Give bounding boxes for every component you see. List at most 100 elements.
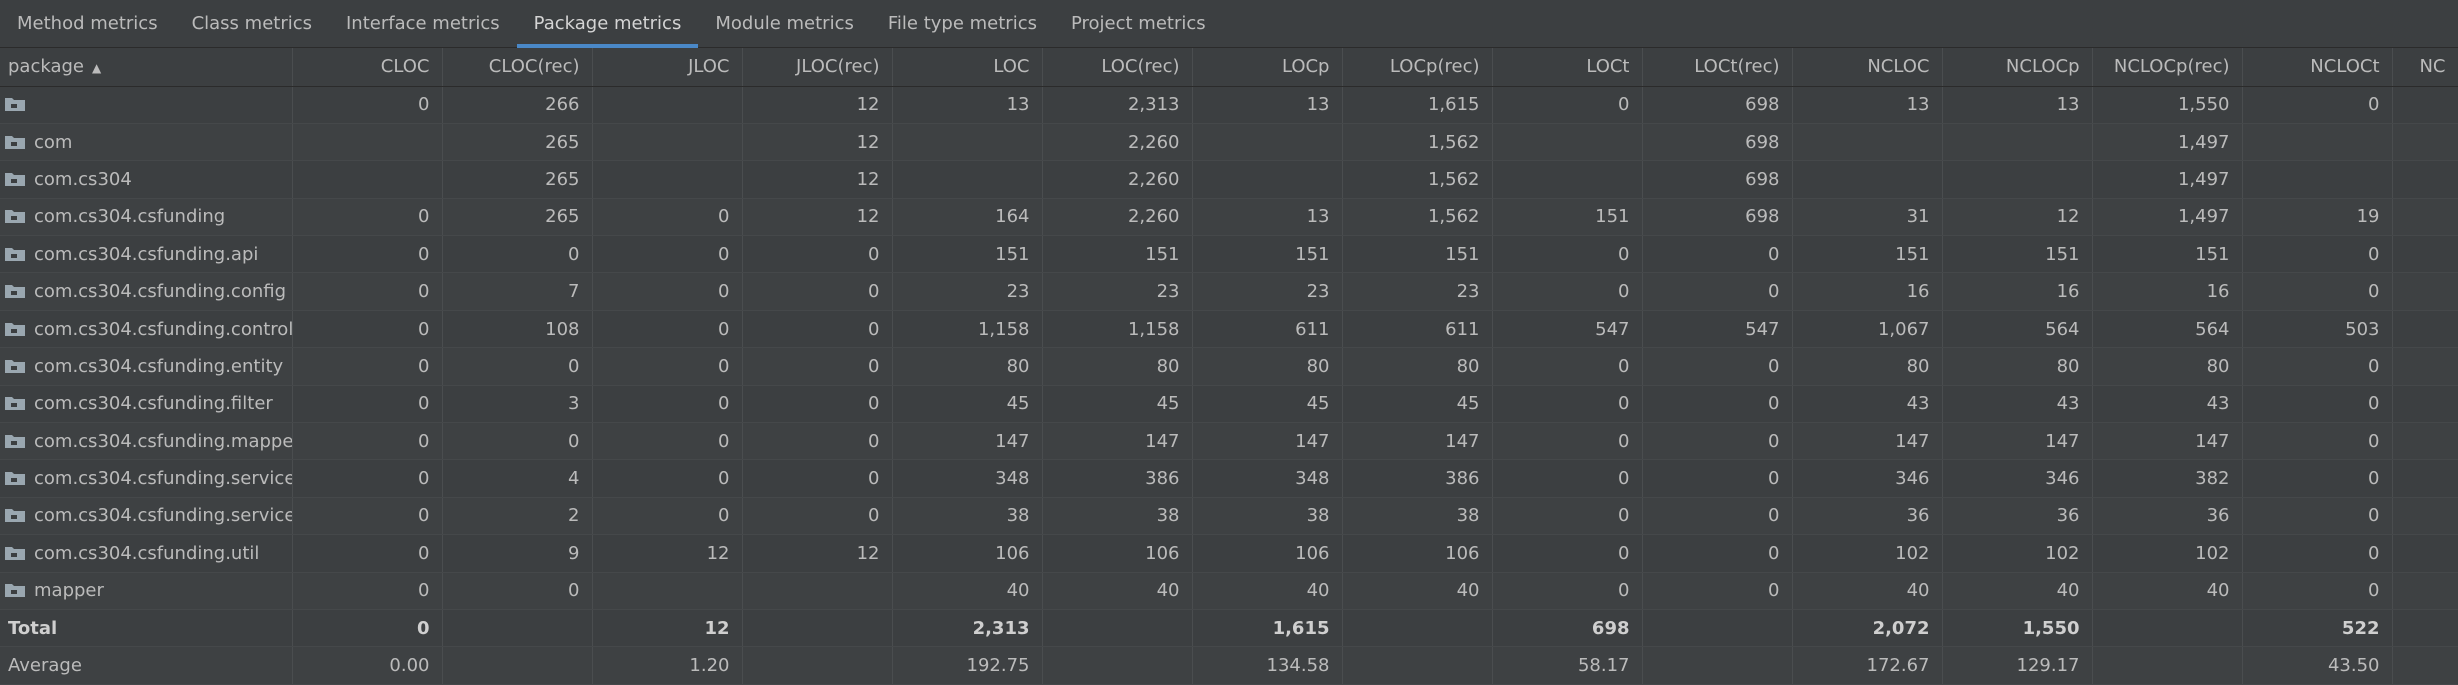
total-row-cell-nc [2392,609,2458,648]
metric-cell-cloc: 0 [292,459,443,498]
metric-cell-loct: 0 [1492,385,1643,424]
metric-cell-jloc: 0 [592,198,743,237]
table-row[interactable]: com.cs304.csfunding.mapper 0 0 0 0 147 147 147 1… [0,422,2458,461]
folder-icon [5,322,25,336]
total-row-cell-jloc: 12 [592,609,743,648]
metric-cell-locp: 40 [1192,572,1343,610]
metric-cell-locp-rec: 1,615 [1342,86,1493,124]
column-header-jloc-rec[interactable]: JLOC(rec) [742,48,893,87]
table-row[interactable]: com.cs304.csfunding.filter 0 3 0 0 45 45 45 45 0 0… [0,385,2458,424]
metric-cell-jloc-rec: 0 [742,272,893,311]
metric-cell-loct: 0 [1492,497,1643,536]
metric-cell-loc-rec: 2,260 [1042,160,1193,199]
total-row-label: Total [0,609,293,648]
metric-cell-jloc-rec: 0 [742,497,893,536]
column-header-cloc-rec[interactable]: CLOC(rec) [442,48,593,87]
total-row-cell-loc-rec [1042,609,1193,648]
metric-cell-loc: 23 [892,272,1043,311]
average-row-cell-ncloc: 172.67 [1792,646,1943,685]
column-header-nc[interactable]: NC [2392,48,2458,87]
average-row-cell-locp-rec [1342,646,1493,685]
metric-cell-jloc: 0 [592,459,743,498]
metric-cell-loc [892,160,1043,199]
metric-cell-ncloc: 13 [1792,86,1943,124]
column-header-locp[interactable]: LOCp [1192,48,1343,87]
table-row[interactable]: com.cs304.csfunding.entity 0 0 0 0 80 80 80 80 0 0… [0,347,2458,386]
package-name-cell: com.cs304.csfunding.api [0,235,293,274]
metric-cell-jloc-rec: 0 [742,310,893,349]
metric-cell-nc [2392,160,2458,199]
tab-interface-metrics[interactable]: Interface metrics [346,13,500,34]
metric-cell-cloc-rec: 265 [442,123,593,162]
metric-cell-nc [2392,572,2458,610]
table-row[interactable]: mapper 0 0 40 40 40 40 0 0 40 40 40 0 [0,572,2458,610]
metric-cell-nclocp: 147 [1942,422,2093,461]
table-row[interactable]: com.cs304.csfunding.config 0 7 0 0 23 23 23 23 0 0… [0,272,2458,311]
tab-class-metrics[interactable]: Class metrics [191,13,312,34]
table-row[interactable]: com.cs304.csfunding.controlle 0 108 0 0 1,158… [0,310,2458,349]
metric-cell-cloc-rec: 266 [442,86,593,124]
column-header-nclocp-rec[interactable]: NCLOCp(rec) [2092,48,2243,87]
package-name: com.cs304.csfunding.config [34,281,287,303]
column-header-nclocp[interactable]: NCLOCp [1942,48,2093,87]
metric-cell-ncloct: 0 [2242,385,2393,424]
metric-cell-ncloct: 0 [2242,347,2393,386]
table-row[interactable]: com.cs304.csfunding.util 0 9 12 12 106 106 106 1… [0,534,2458,573]
metric-cell-ncloct: 0 [2242,497,2393,536]
column-header-package[interactable]: package ▲ [0,48,293,87]
tab-package-metrics[interactable]: Package metrics [516,0,699,48]
tab-project-metrics[interactable]: Project metrics [1070,13,1206,34]
table-row[interactable]: com.cs304.csfunding.service.ir 0 2 0 0 38 38 38… [0,497,2458,536]
metric-cell-ncloct: 0 [2242,572,2393,610]
column-header-ncloct[interactable]: NCLOCt [2242,48,2393,87]
metric-cell-cloc-rec: 0 [442,572,593,610]
metric-cell-locp-rec: 1,562 [1342,198,1493,237]
metric-cell-locp [1192,123,1343,162]
metric-cell-ncloc: 16 [1792,272,1943,311]
metric-cell-jloc: 0 [592,385,743,424]
metric-cell-ncloc [1792,160,1943,199]
column-header-jloc[interactable]: JLOC [592,48,743,87]
table-row[interactable]: com 265 12 2,260 1,562 698 1,497 [0,123,2458,162]
metric-cell-nc [2392,422,2458,461]
metric-cell-cloc-rec: 7 [442,272,593,311]
metric-cell-loct [1492,123,1643,162]
metric-cell-nc [2392,497,2458,536]
column-header-locp-rec[interactable]: LOCp(rec) [1342,48,1493,87]
column-header-loc[interactable]: LOC [892,48,1043,87]
metric-cell-loct: 0 [1492,459,1643,498]
metric-cell-cloc: 0 [292,235,443,274]
folder-icon [5,434,25,448]
metric-cell-loct-rec: 0 [1642,235,1793,274]
column-header-ncloc[interactable]: NCLOC [1792,48,1943,87]
metric-cell-ncloct [2242,160,2393,199]
metric-cell-cloc-rec: 0 [442,235,593,274]
column-header-loct[interactable]: LOCt [1492,48,1643,87]
column-header-loc-rec[interactable]: LOC(rec) [1042,48,1193,87]
metric-cell-loc [892,123,1043,162]
metric-cell-cloc: 0 [292,272,443,311]
folder-icon [5,472,25,486]
metric-cell-cloc-rec: 265 [442,198,593,237]
table-row[interactable]: com.cs304.csfunding.service 0 4 0 0 348 386 348… [0,459,2458,498]
tab-method-metrics[interactable]: Method metrics [17,13,158,34]
table-row[interactable]: 0 266 12 13 2,313 13 1,615 0 698 13 13 1,550 0 [0,86,2458,124]
column-header-cloc[interactable]: CLOC [292,48,443,87]
tab-file-type-metrics[interactable]: File type metrics [887,13,1037,34]
metric-cell-nclocp: 12 [1942,198,2093,237]
tab-module-metrics[interactable]: Module metrics [715,13,854,34]
table-row[interactable]: com.cs304.csfunding 0 265 0 12 164 2,260 13 1,56… [0,198,2458,237]
table-row[interactable]: com.cs304 265 12 2,260 1,562 698 1,497 [0,160,2458,199]
package-name: com.cs304.csfunding.util [34,542,260,564]
column-header-loct-rec[interactable]: LOCt(rec) [1642,48,1793,87]
table-row[interactable]: com.cs304.csfunding.api 0 0 0 0 151 151 151 151 0… [0,235,2458,274]
metric-cell-nc [2392,534,2458,573]
total-row-cell-locp: 1,615 [1192,609,1343,648]
metric-cell-ncloc: 36 [1792,497,1943,536]
package-name-cell: com.cs304.csfunding.service.ir [0,497,293,536]
metric-cell-jloc [592,86,743,124]
metric-cell-nclocp-rec: 1,497 [2092,198,2243,237]
package-name-cell: com.cs304.csfunding [0,198,293,237]
metric-cell-ncloc: 147 [1792,422,1943,461]
metric-cell-nclocp-rec: 564 [2092,310,2243,349]
